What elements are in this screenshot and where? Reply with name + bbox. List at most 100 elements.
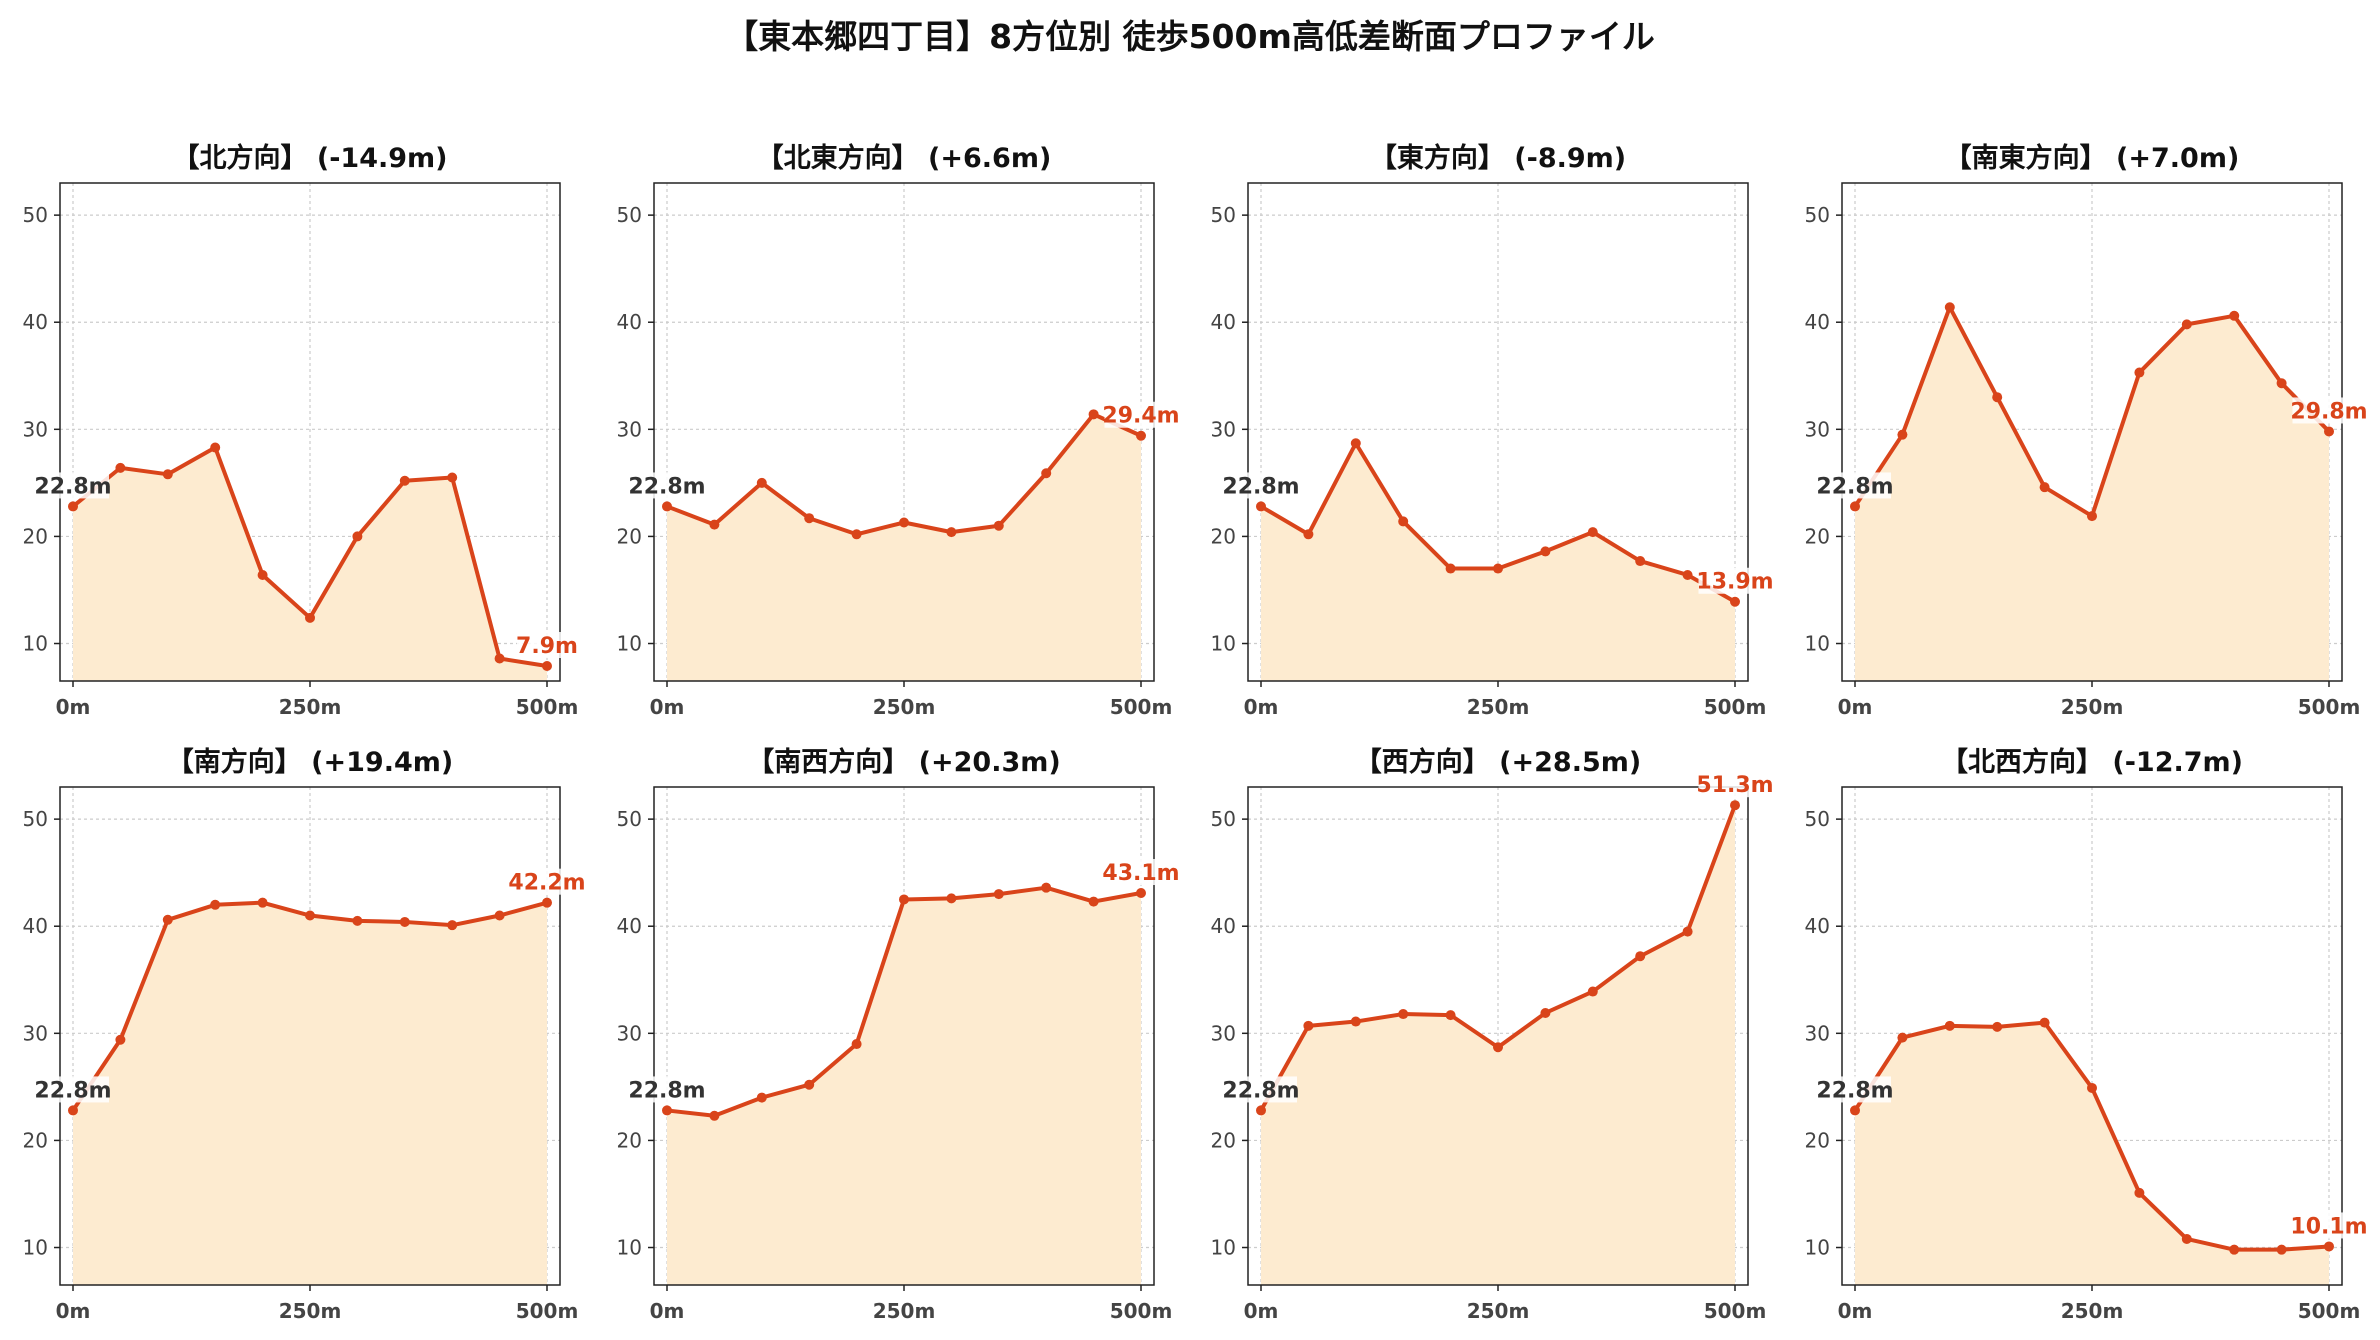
x-tick-label: 250m xyxy=(873,1299,936,1323)
data-point xyxy=(2134,1187,2145,1198)
data-point xyxy=(756,477,767,488)
data-point xyxy=(1350,1016,1361,1027)
data-point xyxy=(447,920,458,931)
data-point xyxy=(2276,1244,2287,1255)
end-elevation-label: 13.9m xyxy=(1696,570,1773,595)
data-point xyxy=(1088,896,1099,907)
data-point xyxy=(542,661,552,672)
area-fill xyxy=(1261,805,1735,1285)
end-elevation-label: 51.3m xyxy=(1696,773,1773,798)
data-point xyxy=(2276,378,2287,389)
area-fill xyxy=(667,414,1141,681)
data-point xyxy=(68,1105,78,1116)
data-point xyxy=(305,910,315,921)
y-tick-label: 20 xyxy=(1211,1128,1236,1152)
data-point xyxy=(1540,1007,1551,1018)
end-elevation-label: 29.8m xyxy=(2290,399,2367,424)
data-point xyxy=(2229,310,2240,321)
data-point xyxy=(1041,882,1052,893)
end-elevation-label: 43.1m xyxy=(1102,861,1179,886)
figure-title: 【東本郷四丁目】8方位別 徒歩500m高低差断面プロファイル xyxy=(725,17,1655,56)
x-tick-label: 0m xyxy=(56,1299,91,1323)
start-label-bg xyxy=(1819,472,1891,499)
data-point xyxy=(352,531,363,542)
panel-title: 【東方向】 (-8.9m) xyxy=(1370,142,1626,174)
panel-title: 【西方向】 (+28.5m) xyxy=(1355,746,1641,778)
y-tick-label: 30 xyxy=(1805,1021,1830,1045)
panel-title: 【南西方向】 (+20.3m) xyxy=(747,746,1060,778)
y-tick-label: 10 xyxy=(23,1236,48,1260)
data-point xyxy=(1350,438,1361,449)
data-point xyxy=(899,894,909,905)
y-tick-label: 40 xyxy=(617,914,642,938)
y-tick-label: 40 xyxy=(1211,914,1236,938)
data-point xyxy=(2324,426,2334,437)
y-tick-label: 10 xyxy=(1211,632,1236,656)
y-tick-label: 50 xyxy=(23,807,48,831)
data-point xyxy=(210,442,221,453)
data-point xyxy=(1730,800,1740,811)
x-tick-label: 0m xyxy=(1838,1299,1873,1323)
start-elevation-label: 22.8m xyxy=(1816,474,1893,499)
x-tick-label: 250m xyxy=(279,1299,342,1323)
panel-title: 【北方向】 (-14.9m) xyxy=(172,142,447,174)
data-point xyxy=(352,915,363,926)
x-tick-label: 250m xyxy=(2061,1299,2124,1323)
panel-title: 【南東方向】 (+7.0m) xyxy=(1945,142,2240,174)
data-point xyxy=(1398,1009,1409,1020)
end-elevation-label: 10.1m xyxy=(2290,1214,2367,1239)
start-elevation-label: 22.8m xyxy=(628,1078,705,1103)
x-tick-label: 250m xyxy=(279,695,342,719)
data-point xyxy=(162,469,173,480)
x-tick-label: 500m xyxy=(1704,695,1767,719)
start-elevation-label: 22.8m xyxy=(34,474,111,499)
x-tick-label: 250m xyxy=(2061,695,2124,719)
data-point xyxy=(1850,501,1860,512)
data-point xyxy=(1682,926,1693,937)
data-point xyxy=(1635,556,1646,567)
data-point xyxy=(1944,1020,1955,1031)
end-elevation-label: 29.4m xyxy=(1102,404,1179,429)
y-tick-label: 30 xyxy=(23,1021,48,1045)
data-point xyxy=(1136,430,1146,441)
end-label-bg xyxy=(2292,1212,2366,1239)
start-elevation-label: 22.8m xyxy=(1816,1078,1893,1103)
data-point xyxy=(494,910,505,921)
x-tick-label: 0m xyxy=(1244,695,1279,719)
data-point xyxy=(115,462,126,473)
data-point xyxy=(1897,1032,1908,1043)
y-tick-label: 10 xyxy=(1211,1236,1236,1260)
y-tick-label: 10 xyxy=(617,632,642,656)
y-tick-label: 30 xyxy=(617,1021,642,1045)
data-point xyxy=(399,916,410,927)
y-tick-label: 50 xyxy=(1805,807,1830,831)
data-point xyxy=(447,472,458,483)
y-tick-label: 20 xyxy=(1211,524,1236,548)
data-point xyxy=(305,612,315,623)
data-point xyxy=(946,893,957,904)
x-tick-label: 0m xyxy=(650,695,685,719)
y-tick-label: 50 xyxy=(1211,203,1236,227)
data-point xyxy=(2324,1241,2334,1252)
panel-title: 【北東方向】 (+6.6m) xyxy=(757,142,1052,174)
start-elevation-label: 22.8m xyxy=(1222,1078,1299,1103)
x-tick-label: 500m xyxy=(1110,695,1173,719)
panel-title: 【南方向】 (+19.4m) xyxy=(167,746,453,778)
y-tick-label: 30 xyxy=(23,417,48,441)
y-tick-label: 30 xyxy=(1805,417,1830,441)
data-point xyxy=(993,520,1004,531)
y-tick-label: 20 xyxy=(1805,1128,1830,1152)
data-point xyxy=(1493,563,1503,574)
data-point xyxy=(1493,1042,1503,1053)
data-point xyxy=(804,513,815,524)
data-point xyxy=(1303,529,1314,540)
start-elevation-label: 22.8m xyxy=(628,474,705,499)
data-point xyxy=(851,1039,862,1050)
data-point xyxy=(756,1092,767,1103)
y-tick-label: 50 xyxy=(617,203,642,227)
